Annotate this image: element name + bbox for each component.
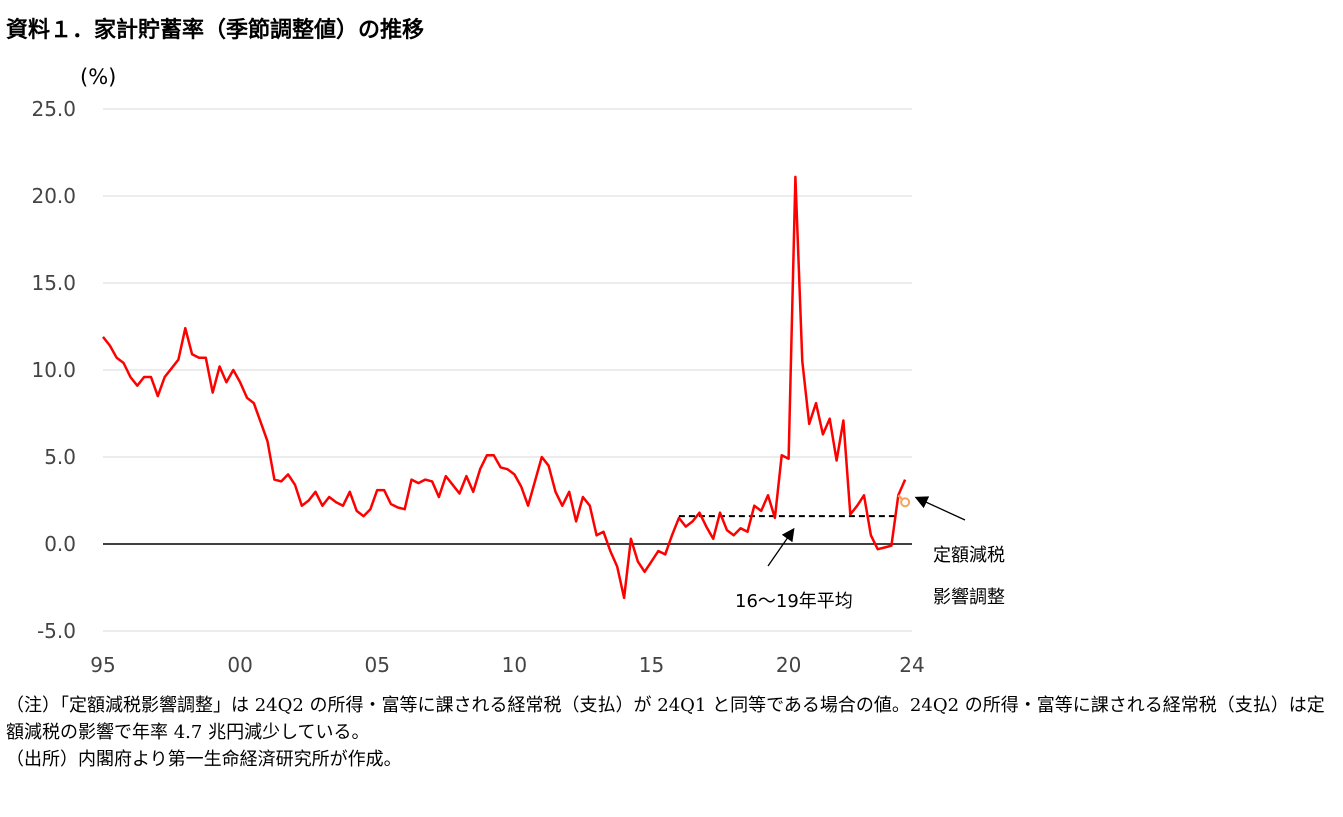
y-tick-label: 25.0: [31, 97, 76, 121]
x-tick-label: 15: [639, 653, 664, 677]
x-tick-label: 20: [776, 653, 801, 677]
y-tick-label: 0.0: [44, 532, 76, 556]
y-tick-label: 10.0: [31, 358, 76, 382]
annotation-average-label: 16～19年平均: [735, 591, 853, 612]
annotations: 16～19年平均 定額減税 影響調整: [735, 496, 1005, 612]
footnotes: （注）「定額減税影響調整」は 24Q2 の所得・富等に課される経常税（支払）が …: [6, 692, 1340, 773]
grid-lines: [103, 108, 912, 632]
series-group: [102, 175, 911, 600]
x-tick-label: 24: [899, 653, 924, 677]
average-arrow: [767, 527, 795, 567]
tax-adjust-arrow: [914, 496, 966, 521]
y-unit-label: (%): [80, 65, 116, 89]
annotation-tax-label-2: 影響調整: [933, 587, 1005, 608]
annotation-tax-label-1: 定額減税: [933, 545, 1005, 566]
y-tick-label: 15.0: [31, 271, 76, 295]
chart-plot: (%) 25.0 20.0 15.0 10.0 5.0 0.0 -5.0 95 00 05 10 1…: [31, 65, 1005, 677]
y-tick-label: -5.0: [37, 619, 76, 643]
note-line: （注）「定額減税影響調整」は 24Q2 の所得・富等に課される経常税（支払）が …: [6, 695, 1325, 743]
y-tick-label: 20.0: [31, 184, 76, 208]
y-tick-label: 5.0: [44, 445, 76, 469]
series-line-0: [102, 175, 907, 600]
adjusted-point-marker: [900, 497, 911, 508]
x-axis-ticks: 95 00 05 10 15 20 24: [90, 653, 924, 677]
chart-title: 資料１．家計貯蓄率（季節調整値）の推移: [6, 18, 425, 43]
x-tick-label: 00: [227, 653, 252, 677]
source-line: （出所）内閣府より第一生命経済研究所が作成。: [6, 749, 402, 770]
x-tick-label: 95: [90, 653, 115, 677]
y-axis-ticks: 25.0 20.0 15.0 10.0 5.0 0.0 -5.0: [31, 97, 76, 643]
x-tick-label: 05: [365, 653, 390, 677]
x-tick-label: 10: [502, 653, 527, 677]
